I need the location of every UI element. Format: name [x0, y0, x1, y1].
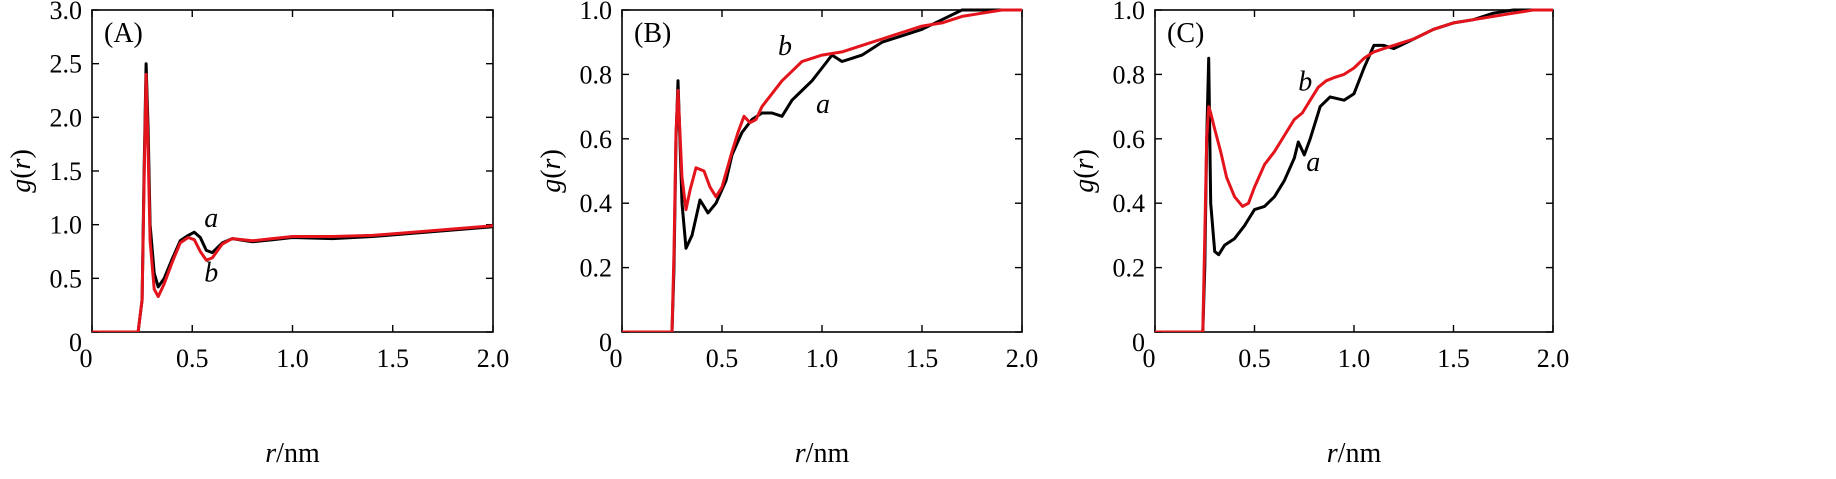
curve-label-b: b — [204, 258, 218, 289]
x-tick-label: 1.0 — [276, 344, 309, 373]
x-tick-label: 0.5 — [1238, 344, 1271, 373]
plot-frame — [1154, 9, 1554, 333]
plot-frame — [91, 9, 494, 333]
x-tick-label: 0 — [80, 344, 93, 373]
y-tick-label: 1.0 — [50, 211, 83, 240]
y-tick-label: 0.8 — [1113, 60, 1146, 89]
x-tick-label: 1.5 — [377, 344, 410, 373]
y-axis-label: g(r) — [536, 149, 567, 193]
curve-label-a: a — [816, 89, 830, 120]
series-line-b — [92, 72, 493, 332]
x-axis-label: r/nm — [795, 438, 850, 469]
x-tick-label: 0.5 — [706, 344, 739, 373]
y-tick-label: 0.8 — [580, 60, 613, 89]
y-tick-label: 0.4 — [580, 189, 613, 218]
chart-panel-0: 0 0.5 1.0 1.5 2.0 0 0.5 1.0 1.5 2.0 2.5 3.0 r/nm g(r)… — [6, 0, 509, 469]
series-line-b — [622, 8, 1022, 332]
chart-panel-1: 0 0.5 1.0 1.5 2.0 0 0.2 0.4 0.6 0.8 1.0 r/nm g(r) (B)… — [536, 0, 1038, 469]
x-tick-label: 2.0 — [1537, 344, 1570, 373]
x-tick-label: 1.0 — [1338, 344, 1371, 373]
x-tick-label: 1.5 — [906, 344, 939, 373]
y-tick-label: 3.0 — [50, 0, 83, 25]
panel-label: (B) — [634, 18, 671, 49]
y-tick-label: 0.6 — [1113, 125, 1146, 154]
series-line-a — [92, 62, 493, 332]
x-axis-label: r/nm — [265, 438, 320, 469]
y-axis-label: g(r) — [6, 149, 37, 193]
curve-label-a: a — [204, 203, 218, 234]
y-tick-label: 0.2 — [1113, 254, 1146, 283]
x-tick-label: 0.5 — [176, 344, 209, 373]
y-tick-label: 0.4 — [1113, 189, 1146, 218]
y-tick-label: 1.0 — [580, 0, 613, 25]
y-tick-label: 0 — [69, 328, 82, 357]
y-tick-label: 1.5 — [50, 157, 83, 186]
y-tick-label: 0 — [599, 328, 612, 357]
y-tick-label: 0.2 — [580, 254, 613, 283]
y-tick-label: 2.0 — [50, 103, 83, 132]
x-tick-label: 1.5 — [1437, 344, 1470, 373]
x-tick-label: 2.0 — [1006, 344, 1039, 373]
y-tick-label: 0.6 — [580, 125, 613, 154]
x-tick-label: 1.0 — [806, 344, 839, 373]
curve-label-a: a — [1306, 147, 1320, 178]
series-line-a — [1155, 8, 1553, 332]
curve-label-b: b — [1298, 67, 1312, 98]
x-axis-label: r/nm — [1327, 438, 1382, 469]
panel-label: (C) — [1167, 18, 1204, 49]
series-line-a — [622, 8, 1022, 332]
y-axis-label: g(r) — [1069, 149, 1100, 193]
y-tick-label: 1.0 — [1113, 0, 1146, 25]
y-tick-label: 0.5 — [50, 264, 83, 293]
x-tick-label: 0 — [610, 344, 623, 373]
series-line-b — [1155, 8, 1553, 332]
x-tick-label: 0 — [1143, 344, 1156, 373]
chart-panel-2: 0 0.5 1.0 1.5 2.0 0 0.2 0.4 0.6 0.8 1.0 r/nm g(r) (C)… — [1069, 0, 1569, 469]
curve-label-b: b — [778, 31, 792, 62]
y-tick-label: 0 — [1132, 328, 1145, 357]
y-tick-label: 2.5 — [50, 50, 83, 79]
x-tick-label: 2.0 — [477, 344, 510, 373]
panel-label: (A) — [104, 18, 143, 49]
